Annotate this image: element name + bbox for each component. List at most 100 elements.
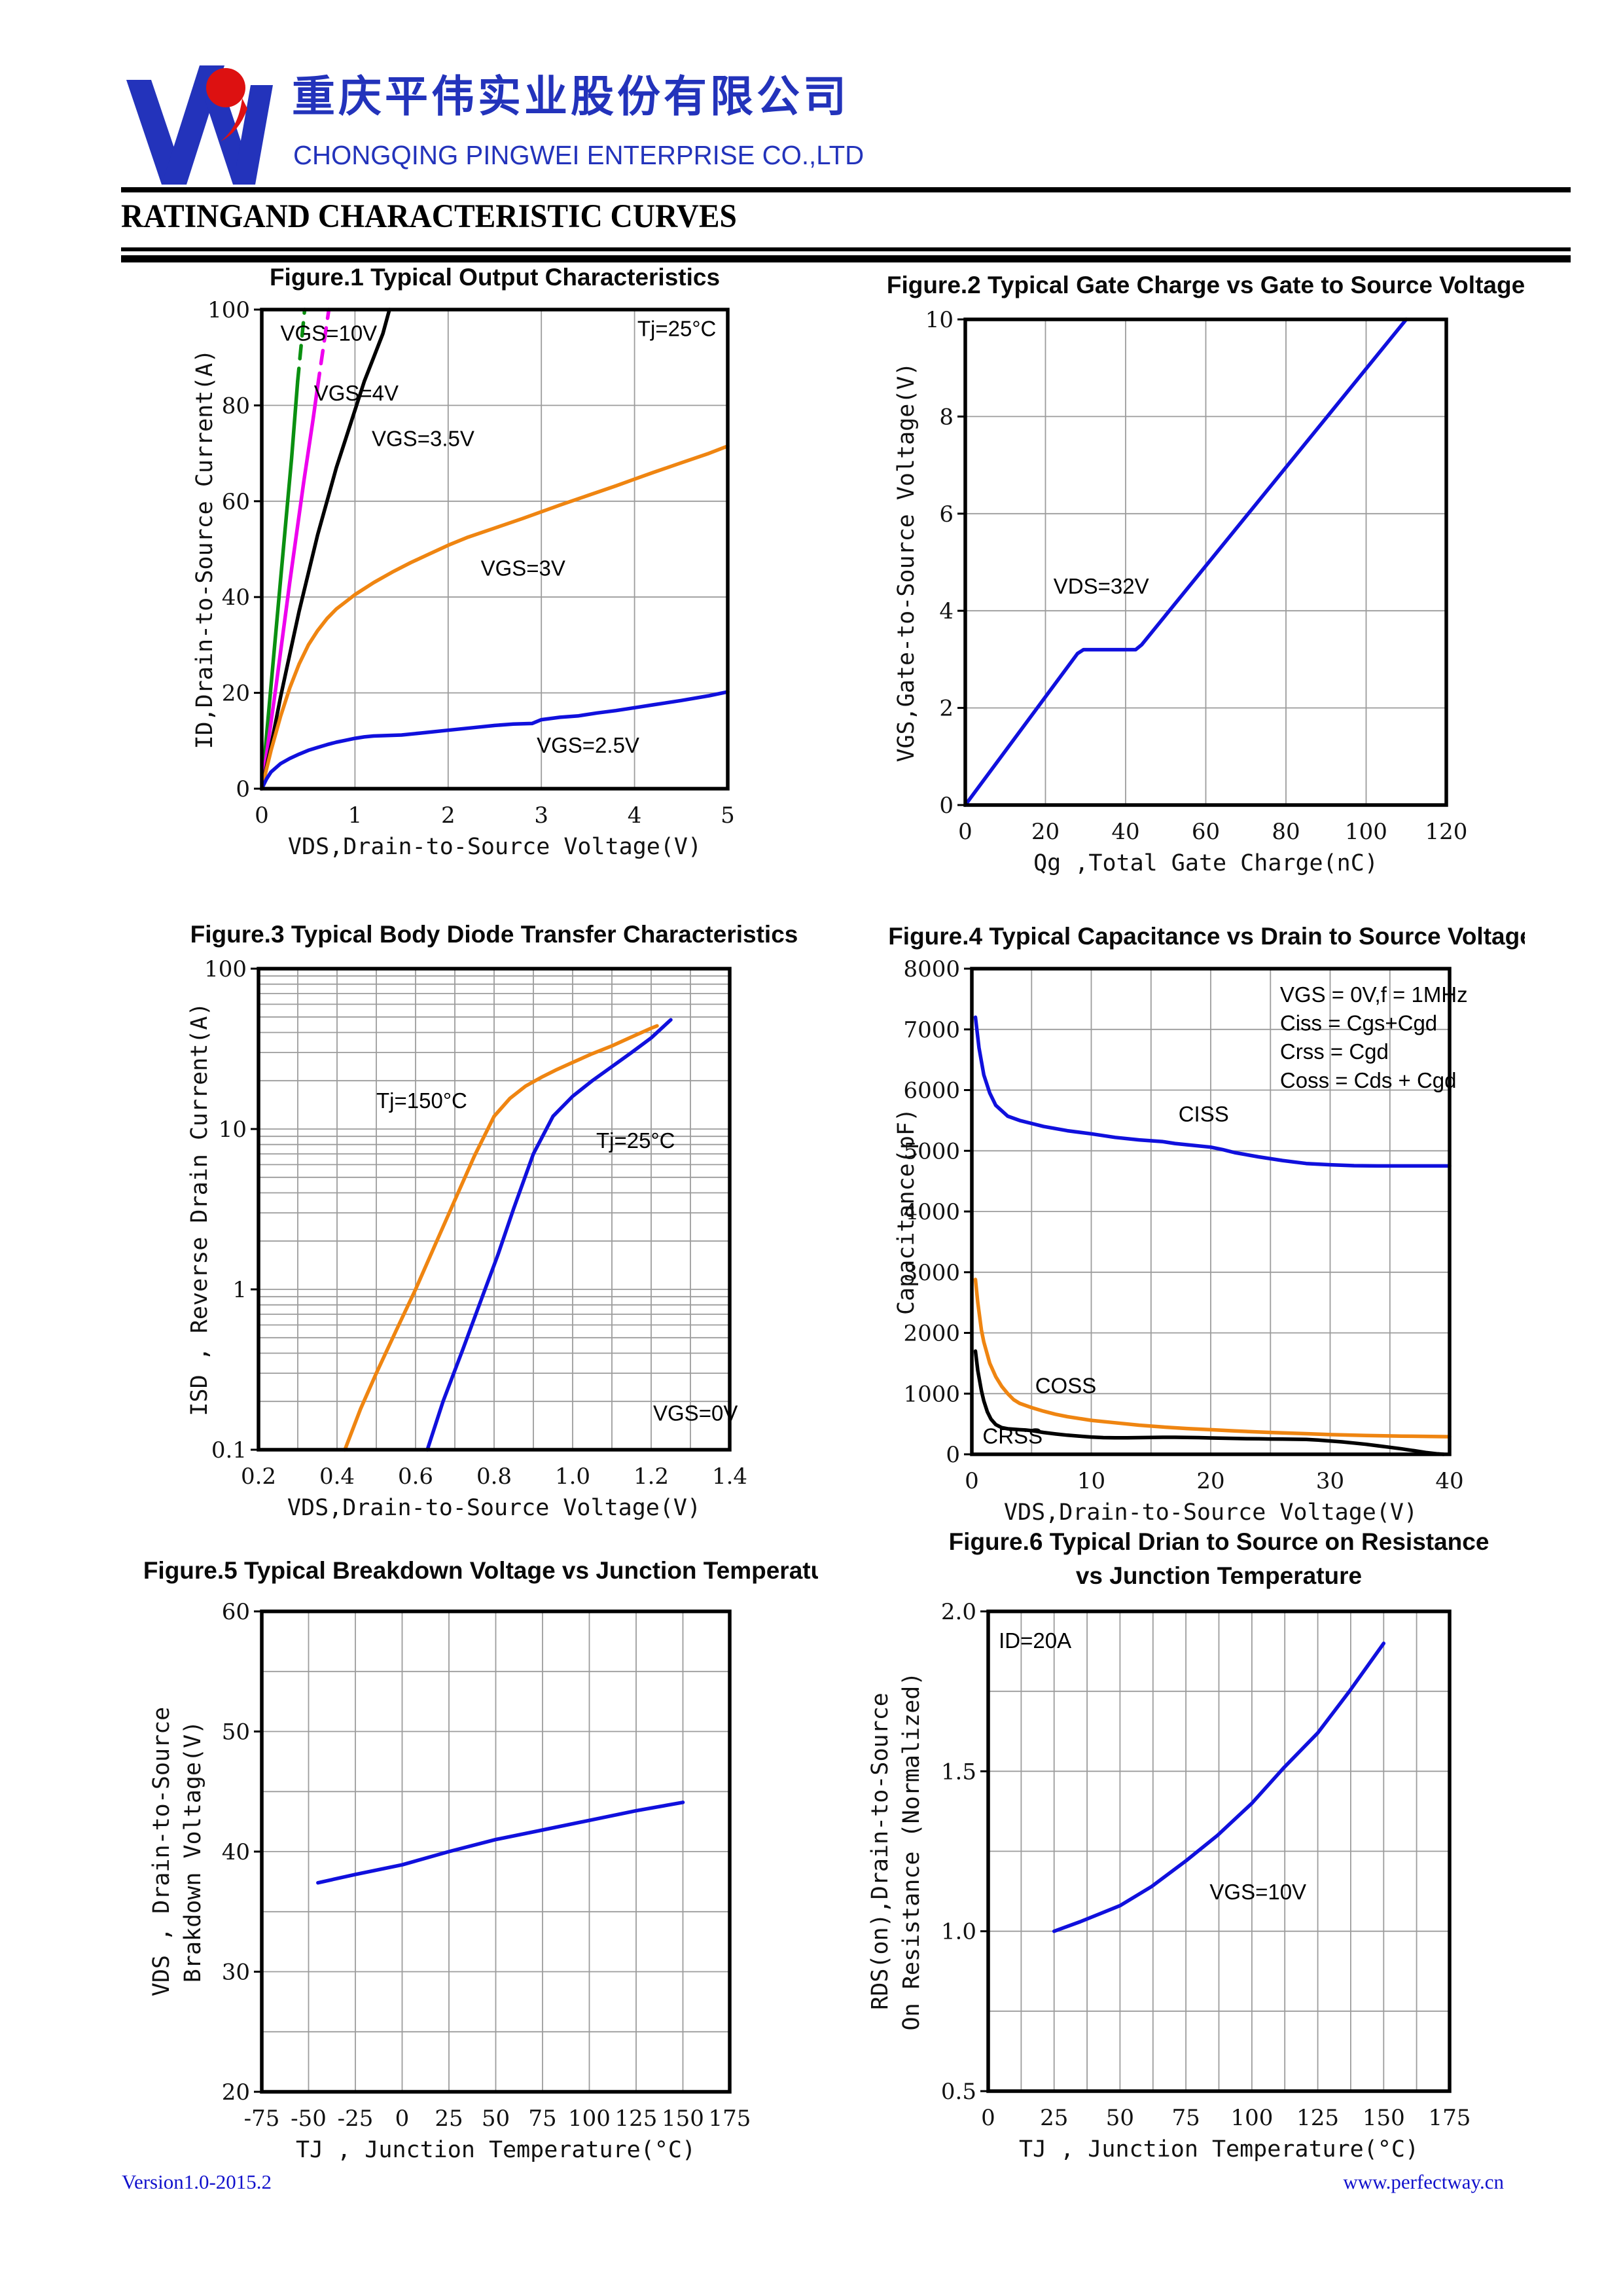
svg-text:1000: 1000 (903, 1381, 960, 1407)
x-axis-label: TJ , Junction Temperature(°C) (296, 2137, 696, 2163)
svg-text:8: 8 (939, 404, 954, 430)
svg-text:10: 10 (219, 1117, 247, 1143)
y-axis-label-line-1: VGS,Gate-to-Source Voltage(V) (893, 362, 919, 762)
series-group (973, 1015, 1452, 1456)
figure-2-gate-charge: 0 20 40 60 80 100 120 0 2 4 6 8 10 Qg ,Total Gate Cha… (772, 254, 1525, 958)
svg-text:5000: 5000 (903, 1138, 960, 1164)
svg-text:4: 4 (939, 598, 954, 624)
svg-text:0: 0 (395, 2106, 410, 2132)
series-COSS (973, 1278, 1452, 1439)
svg-text:0: 0 (981, 2105, 995, 2131)
svg-text:8000: 8000 (903, 956, 960, 982)
chart-title-line-1: Figure.4 Typical Capacitance vs Drain to… (888, 923, 1525, 950)
svg-text:1.0: 1.0 (555, 1463, 590, 1490)
y-axis-label-line-1: Capacitance(pF) (893, 1108, 919, 1315)
series-Tj=150°C (343, 1024, 659, 1452)
svg-text:100: 100 (207, 297, 250, 323)
svg-text:2: 2 (441, 802, 455, 829)
svg-text:Coss = Cds + Cgd: Coss = Cds + Cgd (1280, 1068, 1457, 1092)
figure-4-svg: 0 10 20 30 40 0 1000 2000 3000 4000 5000 6000 7000 80… (888, 923, 1533, 1526)
svg-text:VGS=10V: VGS=10V (281, 321, 378, 346)
svg-text:ID=20A: ID=20A (999, 1628, 1071, 1653)
svg-text:80: 80 (1272, 819, 1300, 845)
gridlines (965, 319, 1446, 805)
annotations: Tj=150°C Tj=25°C VGS=0V (376, 1088, 738, 1425)
gridlines (259, 969, 730, 1450)
annotations: ID=20A VGS=10V (999, 1628, 1306, 1904)
figure-2-svg: 0 20 40 60 80 100 120 0 2 4 6 8 10 Qg ,Total Gate Cha… (887, 272, 1525, 876)
svg-text:30: 30 (222, 1960, 250, 1986)
figure-5-svg: -75 -50 -25 0 25 50 75 100 125 150 175 20 30 40 50 60 TJ… (143, 1557, 848, 2163)
series-VGS=4V (260, 384, 320, 791)
figure-6-rds-on: 0 25 50 75 100 125 150 175 0.5 1.0 1.5 2.0 TJ , Junc… (772, 1517, 1525, 2221)
svg-text:1.5: 1.5 (941, 1759, 976, 1785)
annotations: VGS = 0V,f = 1MHz Ciss = Cgs+Cgd Crss = Cg… (982, 982, 1467, 1448)
logo-stroke-4 (233, 85, 273, 185)
svg-text:VDS=32V: VDS=32V (1054, 574, 1149, 598)
svg-text:VGS=4V: VGS=4V (314, 381, 399, 405)
svg-text:0: 0 (236, 776, 250, 802)
y-axis-label-line-1: ISD , Reverse Drain Current(A) (187, 1002, 213, 1416)
svg-text:-25: -25 (338, 2106, 374, 2132)
svg-text:0.1: 0.1 (211, 1437, 247, 1463)
svg-text:Tj=25°C: Tj=25°C (596, 1128, 675, 1153)
plot-border (963, 317, 1448, 807)
svg-text:5: 5 (721, 802, 735, 829)
series-CISS (973, 1015, 1452, 1168)
svg-text:50: 50 (222, 1719, 250, 1746)
svg-text:3000: 3000 (903, 1260, 960, 1286)
svg-text:25: 25 (435, 2106, 463, 2132)
chart-title-line-1: Figure.2 Typical Gate Charge vs Gate to … (887, 272, 1525, 298)
series-group (260, 308, 730, 791)
chart-title-line-2: vs Junction Temperature (1076, 1562, 1362, 1589)
svg-text:0: 0 (946, 1442, 960, 1468)
series-group (343, 1018, 673, 1452)
svg-text:VGS=3.5V: VGS=3.5V (372, 427, 474, 451)
gridlines (972, 969, 1450, 1454)
figure-1-output-characteristics: 0 1 2 3 4 5 0 20 40 60 80 100 VDS,Drain-to-Source Vo… (65, 254, 818, 958)
svg-text:Crss = Cgd: Crss = Cgd (1280, 1039, 1389, 1064)
footer-website: www.perfectway.cn (1343, 2170, 1504, 2193)
figure-4-capacitance: 0 10 20 30 40 0 1000 2000 3000 4000 5000 6000 7000 80… (772, 912, 1533, 1615)
svg-text:75: 75 (528, 2106, 556, 2132)
page-title: RATINGAND CHARACTERISTIC CURVES (121, 198, 737, 235)
svg-text:75: 75 (1171, 2105, 1200, 2131)
svg-text:175: 175 (709, 2106, 751, 2132)
svg-text:0: 0 (939, 793, 954, 819)
svg-text:4: 4 (628, 802, 642, 829)
svg-text:50: 50 (1106, 2105, 1134, 2131)
y-axis-label-line-1: RDS(on),Drain-to-Source (867, 1693, 893, 2010)
svg-text:6: 6 (939, 501, 954, 528)
series-group (316, 1801, 685, 1885)
svg-text:25: 25 (1040, 2105, 1068, 2131)
logo-red-tail (221, 98, 247, 141)
svg-text:40: 40 (222, 1839, 250, 1865)
svg-text:20: 20 (1196, 1468, 1224, 1494)
svg-text:-75: -75 (244, 2106, 280, 2132)
annotations: VGS=10V VGS=4V VGS=3.5V VGS=3V VGS=2.5V Tj=25… (281, 316, 717, 757)
svg-text:10: 10 (925, 307, 954, 333)
svg-text:VGS=3V: VGS=3V (481, 556, 565, 580)
svg-text:40: 40 (1435, 1468, 1463, 1494)
svg-text:60: 60 (1192, 819, 1220, 845)
svg-text:4000: 4000 (903, 1199, 960, 1225)
svg-text:VGS=2.5V: VGS=2.5V (537, 733, 639, 757)
svg-text:COSS: COSS (1035, 1373, 1097, 1397)
chart-title-line-1: Figure.6 Typical Drian to Source on Resi… (949, 1528, 1489, 1555)
chart-title-line-1: Figure.1 Typical Output Characteristics (270, 264, 720, 291)
svg-text:20: 20 (1031, 819, 1060, 845)
figure-6-svg: 0 25 50 75 100 125 150 175 0.5 1.0 1.5 2.0 TJ , Junc… (867, 1528, 1489, 2162)
figure-3-body-diode: 0.2 0.4 0.6 0.8 1.0 1.2 1.4 0.1 1 10 100 VDS,Drain-… (65, 912, 818, 1615)
series-rds-on-VGS=10V (1052, 1641, 1386, 1933)
svg-text:175: 175 (1429, 2105, 1471, 2131)
y-axis-label-line-2: Brakdown Voltage(V) (180, 1721, 206, 1982)
svg-text:2000: 2000 (903, 1321, 960, 1347)
series-VGS=10V (260, 380, 300, 791)
svg-text:100: 100 (204, 956, 247, 982)
svg-text:3: 3 (534, 802, 548, 829)
svg-text:120: 120 (1425, 819, 1468, 845)
svg-text:Ciss = Cgs+Cgd: Ciss = Cgs+Cgd (1280, 1011, 1437, 1035)
footer-version: Version1.0-2015.2 (122, 2170, 272, 2193)
series-VGS=3.5V (260, 308, 391, 791)
series-VGS=2.5V (260, 690, 730, 791)
